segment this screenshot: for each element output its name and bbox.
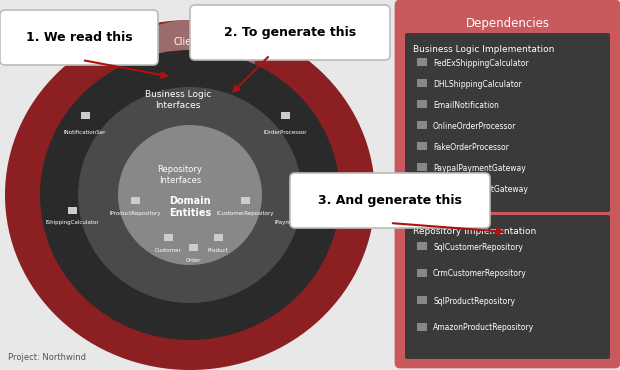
Text: Customer: Customer bbox=[154, 248, 182, 253]
Text: Project: Northwind: Project: Northwind bbox=[8, 353, 86, 363]
Text: CrmCustomerRepository: CrmCustomerRepository bbox=[433, 269, 527, 279]
Ellipse shape bbox=[125, 20, 255, 100]
Text: OnlineOrderProcessor: OnlineOrderProcessor bbox=[433, 121, 516, 131]
Ellipse shape bbox=[78, 87, 302, 303]
FancyBboxPatch shape bbox=[241, 196, 249, 204]
Text: IOrderProcessor: IOrderProcessor bbox=[264, 130, 307, 135]
Text: Order: Order bbox=[185, 258, 201, 263]
Text: SqlCustomerRepository: SqlCustomerRepository bbox=[433, 242, 523, 252]
Text: DHLShippingCalculator: DHLShippingCalculator bbox=[433, 80, 522, 88]
FancyBboxPatch shape bbox=[417, 79, 427, 87]
Text: 3. And generate this: 3. And generate this bbox=[318, 194, 462, 207]
FancyBboxPatch shape bbox=[290, 173, 490, 228]
FancyBboxPatch shape bbox=[405, 33, 610, 212]
FancyBboxPatch shape bbox=[417, 121, 427, 129]
Text: IProductRepository: IProductRepository bbox=[109, 211, 161, 216]
FancyBboxPatch shape bbox=[405, 215, 610, 359]
Text: AmazonProductRepository: AmazonProductRepository bbox=[433, 323, 534, 333]
Text: 1. We read this: 1. We read this bbox=[25, 31, 132, 44]
Text: IPaymentGateway: IPaymentGateway bbox=[275, 220, 325, 225]
Text: EmailNotification: EmailNotification bbox=[433, 101, 499, 110]
Text: FakeOrderProcessor: FakeOrderProcessor bbox=[433, 142, 509, 151]
Text: PaypalPaymentGateway: PaypalPaymentGateway bbox=[433, 164, 526, 172]
FancyBboxPatch shape bbox=[417, 100, 427, 108]
Ellipse shape bbox=[118, 125, 262, 265]
Text: Repository Implementation: Repository Implementation bbox=[413, 226, 536, 235]
FancyBboxPatch shape bbox=[130, 196, 140, 204]
FancyBboxPatch shape bbox=[296, 206, 304, 213]
Text: FedExShippingCalculator: FedExShippingCalculator bbox=[433, 58, 529, 67]
FancyBboxPatch shape bbox=[81, 111, 89, 118]
Text: Domain
Entities: Domain Entities bbox=[169, 196, 211, 218]
FancyBboxPatch shape bbox=[417, 269, 427, 277]
FancyBboxPatch shape bbox=[417, 296, 427, 304]
FancyBboxPatch shape bbox=[188, 243, 198, 250]
FancyBboxPatch shape bbox=[213, 233, 223, 240]
FancyBboxPatch shape bbox=[190, 5, 390, 60]
Text: Product: Product bbox=[208, 248, 228, 253]
FancyBboxPatch shape bbox=[417, 58, 427, 66]
Text: Repository
Interfaces: Repository Interfaces bbox=[157, 165, 203, 185]
FancyBboxPatch shape bbox=[164, 233, 172, 240]
Text: ICustomerRepository: ICustomerRepository bbox=[216, 211, 274, 216]
Text: 2. To generate this: 2. To generate this bbox=[224, 26, 356, 39]
Text: BitCoinPaymentGateway: BitCoinPaymentGateway bbox=[433, 185, 528, 194]
Text: SqlProductRepository: SqlProductRepository bbox=[433, 296, 515, 306]
FancyBboxPatch shape bbox=[417, 184, 427, 192]
Text: Clients: Clients bbox=[173, 37, 206, 47]
Text: INotificationSer: INotificationSer bbox=[64, 130, 106, 135]
FancyBboxPatch shape bbox=[417, 242, 427, 250]
Ellipse shape bbox=[5, 20, 375, 370]
FancyBboxPatch shape bbox=[417, 163, 427, 171]
Text: Business Logic Implementation: Business Logic Implementation bbox=[413, 44, 554, 54]
Ellipse shape bbox=[40, 50, 340, 340]
FancyBboxPatch shape bbox=[396, 1, 619, 367]
FancyBboxPatch shape bbox=[417, 142, 427, 150]
Text: Dependencies: Dependencies bbox=[466, 17, 549, 30]
FancyBboxPatch shape bbox=[417, 323, 427, 331]
FancyBboxPatch shape bbox=[280, 111, 290, 118]
FancyBboxPatch shape bbox=[68, 206, 76, 213]
Text: Business Logic
Interfaces: Business Logic Interfaces bbox=[145, 90, 211, 110]
FancyBboxPatch shape bbox=[0, 10, 158, 65]
Text: IShippingCalculator: IShippingCalculator bbox=[45, 220, 99, 225]
